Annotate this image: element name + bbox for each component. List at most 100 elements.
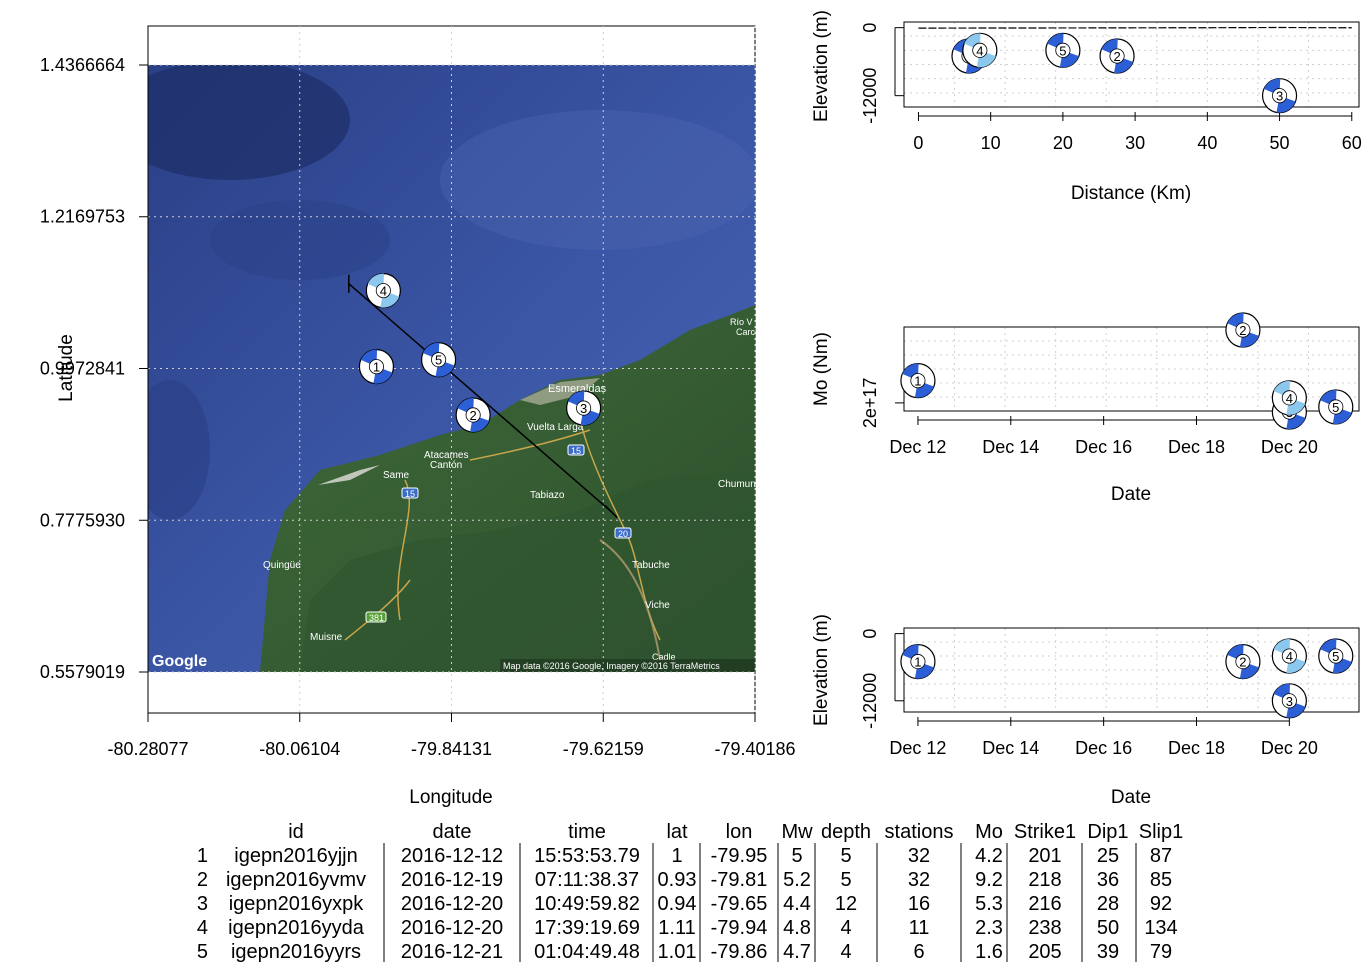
- y-axis-title: Latitude: [56, 334, 77, 402]
- table-cell: 4.2: [975, 845, 1003, 867]
- table-cell: 10:49:59.82: [534, 893, 640, 915]
- place-label: Cadle: [652, 652, 676, 662]
- x-tick-label: -79.40186: [714, 739, 795, 759]
- beachball-label-bg: [1272, 88, 1288, 104]
- y-tick-label: 0.5579019: [40, 662, 125, 682]
- x-tick-label: 30: [1125, 133, 1145, 153]
- place-label: Tabiazo: [530, 490, 565, 501]
- x-tick-label: Dec 14: [982, 738, 1039, 758]
- beachball-label: 1: [914, 655, 921, 670]
- x-tick-label: 20: [1053, 133, 1073, 153]
- beachball-label-bg: [1235, 322, 1251, 338]
- table-cell: 25: [1097, 845, 1119, 867]
- table-cell: -79.65: [711, 893, 768, 915]
- road-shields: 15 15 20 381: [365, 444, 632, 623]
- x-tick-label: -79.62159: [563, 739, 644, 759]
- x-tick-label: Dec 18: [1168, 437, 1225, 457]
- beachball-label-bg: [368, 359, 384, 375]
- table-cell: 238: [1028, 917, 1061, 939]
- table-row-number: 4: [197, 917, 208, 939]
- table-header: Strike1: [1014, 821, 1076, 843]
- beachball: 1: [358, 349, 395, 385]
- beachball-label: 3: [1286, 694, 1293, 709]
- table-header: Mw: [781, 821, 813, 843]
- beachball-label-bg: [1109, 48, 1125, 64]
- beachball-label-bg: [1235, 654, 1251, 670]
- table-cell: igepn2016yjjn: [234, 845, 357, 867]
- profile-line-end-tick: [604, 505, 618, 519]
- table-cell: 92: [1150, 893, 1172, 915]
- table-cell: 9.2: [975, 869, 1003, 891]
- beachball-label-bg: [1281, 390, 1297, 406]
- road-shield-label: 15: [405, 489, 415, 499]
- beachball-label-bg: [910, 654, 926, 670]
- table-cell: 01:04:49.48: [534, 941, 640, 963]
- table-cell: 6: [913, 941, 924, 963]
- y-tick-label: -12000: [860, 673, 880, 729]
- beachball-label-bg: [910, 373, 926, 389]
- place-label: Carc: [736, 327, 756, 337]
- beachball-label: 4: [380, 284, 387, 299]
- beachball: 5: [1318, 638, 1354, 674]
- table-cell: 1: [671, 845, 682, 867]
- table-cell: 39: [1097, 941, 1119, 963]
- table-cell: -79.86: [711, 941, 768, 963]
- map-place-labels: Esmeraldas Vuelta Larga Atacames Cantón …: [263, 317, 756, 662]
- map-panel: Esmeraldas Vuelta Larga Atacames Cantón …: [40, 25, 796, 808]
- table-header: stations: [885, 821, 954, 843]
- map-beachballs: 1 2 3 4 5: [358, 273, 602, 433]
- y-tick-label: 1.4366664: [40, 55, 125, 75]
- beachball: 2: [1099, 38, 1135, 74]
- beachball-label: 4: [1286, 391, 1293, 406]
- elevation-date-panel: Date Elevation (m) Dec 12 Dec 14 Dec 16 Dec…: [811, 614, 1360, 808]
- map-attribution: Map data ©2016 Google, Imagery ©2016 Ter…: [503, 661, 720, 671]
- table-cell: 28: [1097, 893, 1119, 915]
- beachball-label-bg: [576, 400, 592, 416]
- table-cell: 07:11:38.37: [535, 869, 639, 891]
- table-cell: 0.94: [658, 893, 697, 915]
- x-tick-label: -79.84131: [411, 739, 492, 759]
- table-cell: 11: [909, 917, 930, 939]
- beachball: 5: [1318, 389, 1354, 425]
- y-tick-label: 1.2169753: [40, 207, 125, 227]
- beachball: 5: [420, 342, 457, 378]
- satellite-basemap: [148, 65, 755, 672]
- table-cell: 32: [908, 845, 930, 867]
- table-header: lat: [666, 821, 688, 843]
- x-tick-label: 50: [1270, 133, 1290, 153]
- beachball: 4: [962, 32, 998, 68]
- table-cell: igepn2016yxpk: [229, 893, 365, 915]
- table-cell: 218: [1028, 869, 1061, 891]
- beachball: 1: [900, 643, 936, 680]
- table-header: Mo: [975, 821, 1003, 843]
- beachball-label: 4: [1286, 649, 1293, 664]
- beachball-label: 2: [1113, 49, 1120, 64]
- beachball: 4: [365, 273, 401, 309]
- plot-frame: [903, 326, 1360, 412]
- y-axis-title: Elevation (m): [811, 614, 832, 726]
- x-tick-label: 60: [1342, 133, 1362, 153]
- table-cell: 4: [840, 941, 851, 963]
- y-axis-title: Elevation (m): [811, 10, 832, 122]
- table-cell: 32: [908, 869, 930, 891]
- beachball: 4: [1271, 638, 1307, 674]
- table-cell: 134: [1144, 917, 1177, 939]
- beachball-label-bg: [1055, 42, 1071, 58]
- table-cell: igepn2016yvmv: [226, 869, 366, 891]
- table-header: lon: [726, 821, 753, 843]
- table-row-number: 2: [197, 869, 208, 891]
- beachball-label-bg: [1281, 648, 1297, 664]
- x-tick-label: Dec 12: [889, 738, 946, 758]
- road-shield-label: 381: [369, 613, 384, 623]
- table-cell: 79: [1150, 941, 1172, 963]
- place-label: Esmeraldas: [548, 383, 607, 395]
- beachball: 2: [455, 397, 491, 433]
- table-cell: 1.11: [658, 917, 695, 939]
- table-cell: 5: [840, 845, 851, 867]
- table-header: depth: [821, 821, 871, 843]
- x-tick-label: Dec 18: [1168, 738, 1225, 758]
- table-cell: 4: [840, 917, 851, 939]
- beachball-label: 3: [580, 401, 587, 416]
- beachball-label: 5: [1059, 43, 1066, 58]
- y-axis: 1.4366664 1.2169753 0.9972841 0.7775930 0.55…: [40, 26, 149, 713]
